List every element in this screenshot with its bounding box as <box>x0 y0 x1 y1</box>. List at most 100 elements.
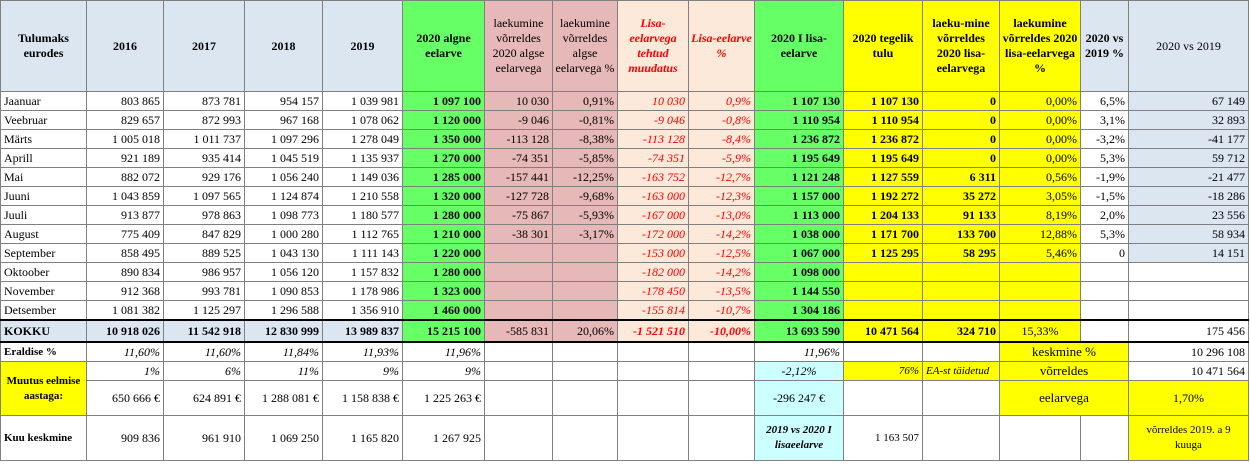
empty-cell[interactable] <box>843 341 923 362</box>
tegelik-cell[interactable]: 1 127 559 <box>843 167 923 187</box>
laekumine-lisa-cell[interactable]: 0 <box>922 91 1000 111</box>
laekumine-pct-cell[interactable] <box>552 262 618 282</box>
y2017-cell[interactable]: 1 011 737 <box>163 129 245 149</box>
y2018-cell[interactable]: 1 045 519 <box>244 148 323 168</box>
month-label[interactable]: Juuli <box>0 205 87 225</box>
kuu-note[interactable]: võrreldes 2019. a 9 kuuga <box>1128 415 1249 461</box>
laekumine-lisa-cell[interactable]: 0 <box>922 148 1000 168</box>
lisaeelarve-cell[interactable]: 1 157 000 <box>754 186 844 206</box>
empty-cell[interactable] <box>617 361 689 381</box>
algne-cell[interactable]: 1 323 000 <box>402 281 485 301</box>
algne-cell[interactable]: 1 460 000 <box>402 300 485 321</box>
y2019-cell[interactable]: 1 039 981 <box>322 91 403 111</box>
y2019-cell[interactable]: 1 278 049 <box>322 129 403 149</box>
y2017-cell[interactable]: 935 414 <box>163 148 245 168</box>
empty-cell[interactable] <box>688 380 755 416</box>
vs-cell[interactable] <box>1128 300 1249 321</box>
y2016-cell[interactable]: 912 368 <box>86 281 164 301</box>
header-vs[interactable]: 2020 vs 2019 <box>1128 0 1249 92</box>
muutus-pct[interactable]: 1% <box>86 361 164 381</box>
total-cell[interactable]: 11 542 918 <box>163 319 245 343</box>
y2019-cell[interactable]: 1 356 910 <box>322 300 403 321</box>
lisa-muudatus-cell[interactable]: -167 000 <box>617 205 689 225</box>
vs-pct-cell[interactable]: 6,5% <box>1080 91 1129 111</box>
muutus-pct[interactable]: 11% <box>244 361 323 381</box>
vs-pct-cell[interactable]: -1,5% <box>1080 186 1129 206</box>
laekumine-lisa-pct-cell[interactable]: 3,05% <box>999 186 1081 206</box>
tegelik-cell[interactable] <box>843 300 923 321</box>
vs-cell[interactable]: -21 477 <box>1128 167 1249 187</box>
total-cell[interactable]: 175 456 <box>1128 319 1249 343</box>
laekumine-lisa-pct-cell[interactable]: 5,46% <box>999 243 1081 263</box>
kuu-vs-value[interactable]: 1 163 507 <box>843 415 923 461</box>
kuu-cell[interactable]: 909 836 <box>86 415 164 461</box>
y2019-cell[interactable]: 1 210 558 <box>322 186 403 206</box>
vs-pct-cell[interactable] <box>1080 262 1129 282</box>
month-label[interactable]: Mai <box>0 167 87 187</box>
lisa-pct-cell[interactable]: -12,3% <box>688 186 755 206</box>
empty-cell[interactable] <box>617 415 689 461</box>
vs-pct-cell[interactable]: 2,0% <box>1080 205 1129 225</box>
empty-cell[interactable] <box>617 341 689 362</box>
laekumine-lisa-pct-cell[interactable]: 12,88% <box>999 224 1081 244</box>
kuu-cell[interactable]: 1 069 250 <box>244 415 323 461</box>
y2018-cell[interactable]: 1 296 588 <box>244 300 323 321</box>
empty-cell[interactable] <box>922 341 1000 362</box>
laekumine-pct-cell[interactable]: -3,17% <box>552 224 618 244</box>
eraldise-cell[interactable]: 11,93% <box>322 341 403 362</box>
empty-cell[interactable] <box>843 380 923 416</box>
empty-cell[interactable] <box>1080 415 1129 461</box>
tegelik-cell[interactable] <box>843 262 923 282</box>
laekumine-lisa-pct-cell[interactable]: 0,00% <box>999 110 1081 130</box>
algne-cell[interactable]: 1 280 000 <box>402 205 485 225</box>
kuu-vs-label[interactable]: 2019 vs 2020 I lisaeelarve <box>754 415 844 461</box>
vorrldes-label[interactable]: võrreldes <box>999 361 1129 381</box>
lisa-pct-cell[interactable]: -13,0% <box>688 205 755 225</box>
total-cell[interactable]: 15,33% <box>999 319 1081 343</box>
laekumine-lisa-pct-cell[interactable] <box>999 262 1081 282</box>
taidetud-pct[interactable]: 76% <box>843 361 923 381</box>
lisa-muudatus-cell[interactable]: 10 030 <box>617 91 689 111</box>
header-2018[interactable]: 2018 <box>244 0 323 92</box>
y2017-cell[interactable]: 978 863 <box>163 205 245 225</box>
y2017-cell[interactable]: 929 176 <box>163 167 245 187</box>
total-cell[interactable]: 10 918 026 <box>86 319 164 343</box>
eraldise-label[interactable]: Eraldise % <box>0 341 87 362</box>
laekumine-lisa-pct-cell[interactable]: 0,00% <box>999 129 1081 149</box>
laekumine-pct-cell[interactable]: -0,81% <box>552 110 618 130</box>
empty-cell[interactable] <box>484 415 553 461</box>
laekumine-lisa-cell[interactable]: 91 133 <box>922 205 1000 225</box>
tegelik-cell[interactable]: 1 195 649 <box>843 148 923 168</box>
total-cell[interactable]: 13 989 837 <box>322 319 403 343</box>
month-label[interactable]: November <box>0 281 87 301</box>
lisa-muudatus-cell[interactable]: -155 814 <box>617 300 689 321</box>
muutus-eur[interactable]: 650 666 € <box>86 380 164 416</box>
tegelik-cell[interactable]: 1 110 954 <box>843 110 923 130</box>
y2019-cell[interactable]: 1 078 062 <box>322 110 403 130</box>
empty-cell[interactable] <box>922 415 1000 461</box>
kuu-cell[interactable]: 1 165 820 <box>322 415 403 461</box>
empty-cell[interactable] <box>617 380 689 416</box>
y2018-cell[interactable]: 1 124 874 <box>244 186 323 206</box>
laekumine-cell[interactable]: -113 128 <box>484 129 553 149</box>
lisa-pct-cell[interactable]: -12,7% <box>688 167 755 187</box>
y2017-cell[interactable]: 993 781 <box>163 281 245 301</box>
y2019-cell[interactable]: 1 178 986 <box>322 281 403 301</box>
total-cell[interactable]: 324 710 <box>922 319 1000 343</box>
muutus-lisa-pct[interactable]: -2,12% <box>754 361 844 381</box>
empty-cell[interactable] <box>552 341 618 362</box>
laekumine-lisa-cell[interactable]: 6 311 <box>922 167 1000 187</box>
eelarvega-label[interactable]: eelarvega <box>999 380 1129 416</box>
lisa-muudatus-cell[interactable]: -172 000 <box>617 224 689 244</box>
y2017-cell[interactable]: 873 781 <box>163 91 245 111</box>
vs-cell[interactable]: -18 286 <box>1128 186 1249 206</box>
kuu-cell[interactable]: 1 267 925 <box>402 415 485 461</box>
y2018-cell[interactable]: 1 090 853 <box>244 281 323 301</box>
vs-cell[interactable]: 58 934 <box>1128 224 1249 244</box>
laekumine-cell[interactable]: -9 046 <box>484 110 553 130</box>
y2018-cell[interactable]: 1 056 120 <box>244 262 323 282</box>
lisaeelarve-cell[interactable]: 1 067 000 <box>754 243 844 263</box>
header-lisaeelarve[interactable]: 2020 I lisa-eelarve <box>754 0 844 92</box>
empty-cell[interactable] <box>999 415 1081 461</box>
header-lisaeelarve-muudatus[interactable]: Lisa-eelarvega tehtud muudatus <box>617 0 689 92</box>
